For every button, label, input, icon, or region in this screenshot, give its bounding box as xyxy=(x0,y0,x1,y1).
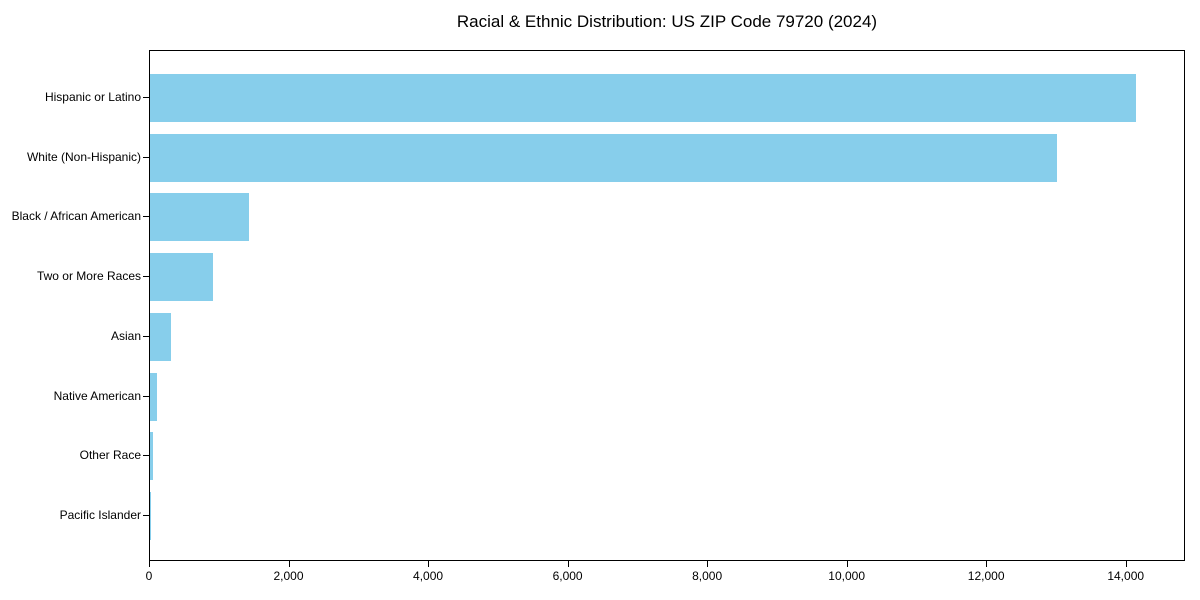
y-tick-label-white-non-hispanic: White (Non-Hispanic) xyxy=(26,149,141,164)
x-tick-label-4000: 4,000 xyxy=(413,569,444,583)
bar-other-race xyxy=(150,432,154,481)
chart-title: Racial & Ethnic Distribution: US ZIP Cod… xyxy=(456,12,878,31)
y-tick-label-black-african-american: Black / African American xyxy=(11,209,141,224)
bar-black-african-american xyxy=(150,193,250,242)
y-tick-mark xyxy=(143,156,149,158)
x-tick-mark xyxy=(1125,561,1127,567)
bar-native-american xyxy=(150,372,157,421)
x-tick-mark xyxy=(846,561,848,567)
x-tick-mark xyxy=(567,561,569,567)
y-tick-label-two-or-more-races: Two or More Races xyxy=(36,269,141,284)
bar-white-non-hispanic xyxy=(150,133,1057,182)
x-tick-label-0: 0 xyxy=(145,569,153,583)
x-tick-mark xyxy=(288,561,290,567)
x-tick-label-8000: 8,000 xyxy=(692,569,723,583)
bar-hispanic-or-latino xyxy=(150,74,1137,122)
bar-pacific-islander xyxy=(150,491,151,540)
x-tick-mark xyxy=(149,561,150,567)
y-tick-mark xyxy=(143,514,149,516)
x-tick-label-2000: 2,000 xyxy=(273,569,304,583)
x-tick-mark xyxy=(428,561,430,567)
bar-asian xyxy=(150,312,171,361)
plot-area xyxy=(149,50,1185,561)
y-tick-label-pacific-islander: Pacific Islander xyxy=(59,507,141,522)
x-tick-label-14000: 14,000 xyxy=(1107,569,1145,583)
y-tick-label-native-american: Native American xyxy=(53,388,141,403)
bar-two-or-more-races xyxy=(150,253,214,302)
y-tick-mark xyxy=(143,395,149,397)
y-tick-mark xyxy=(143,276,149,278)
y-tick-label-asian: Asian xyxy=(110,328,141,343)
y-tick-label-hispanic-or-latino: Hispanic or Latino xyxy=(44,90,141,104)
y-tick-mark xyxy=(143,97,149,98)
x-tick-label-10000: 10,000 xyxy=(828,569,865,583)
y-tick-mark xyxy=(143,335,149,337)
x-tick-mark xyxy=(986,561,988,567)
y-tick-mark xyxy=(143,216,149,218)
x-tick-mark xyxy=(707,561,709,567)
x-tick-label-12000: 12,000 xyxy=(967,569,1005,583)
x-tick-label-6000: 6,000 xyxy=(552,569,583,583)
y-tick-label-other-race: Other Race xyxy=(79,448,141,463)
y-tick-mark xyxy=(143,455,149,457)
